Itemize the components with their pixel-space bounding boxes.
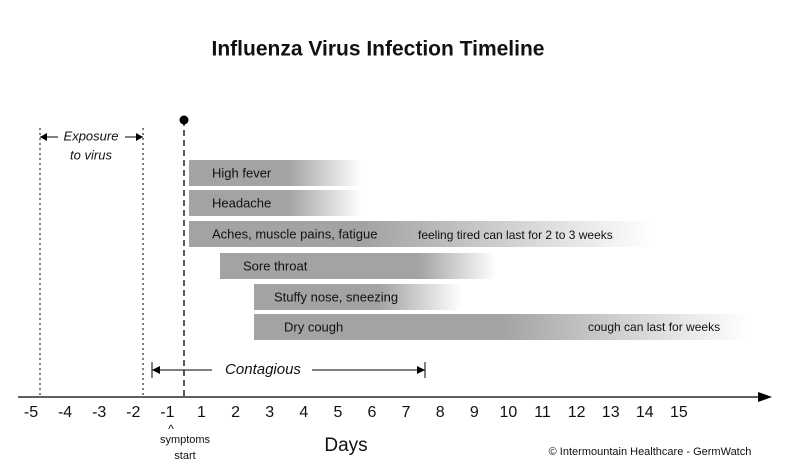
symptom-label: Dry cough bbox=[284, 319, 343, 334]
tick-label: -4 bbox=[58, 404, 72, 421]
symptoms-start-marker: ^ bbox=[168, 422, 174, 436]
symptom-bar bbox=[189, 221, 654, 247]
axis-title: Days bbox=[324, 435, 367, 456]
tick-label: 8 bbox=[436, 404, 445, 421]
symptom-bar bbox=[254, 314, 748, 340]
tick-label: 7 bbox=[402, 404, 411, 421]
tick-label: 9 bbox=[470, 404, 479, 421]
exposure-label: Exposure bbox=[64, 128, 119, 143]
symptom-bar bbox=[189, 160, 361, 186]
arrowhead bbox=[152, 366, 160, 374]
symptom-label: Headache bbox=[212, 195, 271, 210]
tick-label: 6 bbox=[368, 404, 377, 421]
credit: © Intermountain Healthcare - GermWatch bbox=[549, 446, 752, 458]
arrowhead bbox=[40, 133, 47, 141]
symptoms-start-label: start bbox=[174, 450, 195, 462]
tick-labels: -5 -4 -3 -2 -1 1 2 3 4 5 6 7 8 9 10 11 12 13 14 15 bbox=[24, 404, 688, 421]
tick-label: 10 bbox=[500, 404, 518, 421]
tick-label: 2 bbox=[231, 404, 240, 421]
tick-label: -1 bbox=[160, 404, 174, 421]
tick-label: 15 bbox=[670, 404, 688, 421]
arrowhead bbox=[136, 133, 143, 141]
tick-label: 3 bbox=[265, 404, 274, 421]
title: Influenza Virus Infection Timeline bbox=[212, 38, 545, 61]
tick-label: 12 bbox=[568, 404, 586, 421]
exposure-label: to virus bbox=[70, 147, 112, 162]
symptom-bar bbox=[254, 284, 462, 310]
tick-label: 1 bbox=[197, 404, 206, 421]
tick-label: -2 bbox=[126, 404, 140, 421]
tick-label: -3 bbox=[92, 404, 106, 421]
symptom-label: High fever bbox=[212, 165, 272, 180]
symptoms-start-label: symptoms bbox=[160, 434, 211, 446]
symptom-label: Stuffy nose, sneezing bbox=[274, 289, 398, 304]
tick-label: -5 bbox=[24, 404, 38, 421]
symptom-label: Sore throat bbox=[243, 258, 308, 273]
tick-label: 11 bbox=[534, 404, 551, 421]
tick-label: 13 bbox=[602, 404, 620, 421]
arrowhead bbox=[758, 392, 772, 402]
arrowhead bbox=[417, 366, 425, 374]
tick-label: 4 bbox=[299, 404, 308, 421]
symptom-note: feeling tired can last for 2 to 3 weeks bbox=[418, 228, 613, 242]
tick-label: 5 bbox=[333, 404, 342, 421]
tick-label: 14 bbox=[636, 404, 654, 421]
symptom-bar bbox=[220, 253, 496, 279]
symptom-bar bbox=[189, 190, 361, 216]
symptom-label: Aches, muscle pains, fatigue bbox=[212, 226, 377, 241]
contagious-label: Contagious bbox=[225, 361, 301, 378]
symptom-note: cough can last for weeks bbox=[588, 320, 720, 334]
